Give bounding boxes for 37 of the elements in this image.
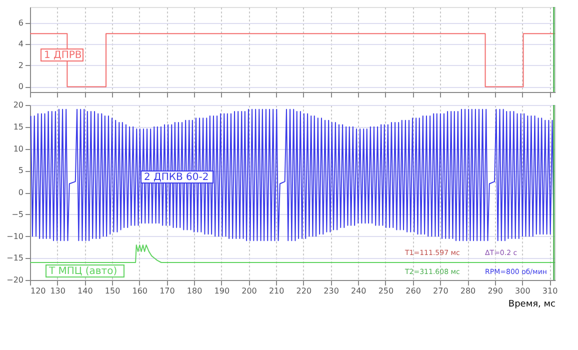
x-tick-label: 150	[104, 286, 120, 296]
x-tick-label: 130	[50, 286, 66, 296]
y-tick-label: 0	[18, 188, 24, 197]
y-tick-label: −10	[6, 232, 24, 241]
y-tick-label: 20	[13, 100, 24, 110]
x-tick-label: 160	[132, 286, 148, 296]
y-tick-label: −15	[6, 254, 24, 263]
x-tick-label: 280	[460, 286, 476, 296]
x-tick-label: 260	[406, 286, 421, 296]
x-tick-label: 270	[433, 286, 448, 296]
y-tick-label: −20	[6, 276, 24, 284]
y-tick-label: −5	[12, 210, 24, 219]
y-tick-label: 0	[18, 82, 24, 92]
x-tick-label: 240	[350, 286, 366, 296]
x-tick-label: 300	[515, 286, 530, 296]
series-label: 2 ДПКВ 60-2	[144, 172, 209, 183]
x-tick-label: 120	[30, 286, 46, 296]
x-tick-label: 220	[296, 286, 312, 296]
y-tick-label: 10	[13, 144, 24, 154]
series-label: 1 ДПРВ	[44, 50, 82, 61]
x-tick-label: 250	[378, 286, 394, 296]
x-axis-title: Время, мс	[508, 300, 556, 310]
x-tick-label: 200	[242, 286, 257, 296]
y-tick-label: 4	[18, 40, 24, 49]
x-tick-label: 310	[542, 286, 558, 296]
x-tick-label: 190	[214, 286, 230, 296]
series-label: Т МПЦ (авто)	[48, 266, 118, 277]
x-tick-label: 290	[488, 286, 503, 296]
x-tick-label: 170	[160, 286, 175, 296]
x-tick-label: 140	[78, 286, 93, 296]
y-tick-label: 6	[18, 18, 24, 28]
y-tick-label: 5	[18, 166, 24, 176]
y-tick-label: 2	[18, 60, 24, 70]
y-tick-label: 15	[13, 122, 24, 132]
x-tick-label: 210	[268, 286, 284, 296]
x-tick-label: 180	[186, 286, 202, 296]
x-tick-label: 230	[324, 286, 339, 296]
